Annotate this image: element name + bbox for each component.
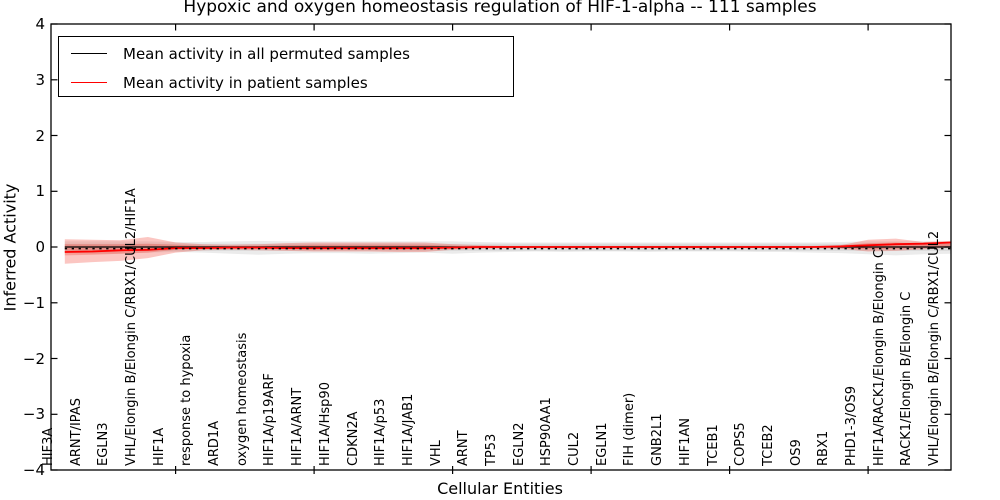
category-label: TCEB1 [706, 424, 721, 466]
category-label: RACK1/Elongin B/Elongin C [899, 291, 914, 466]
y-tick-label: −3 [22, 405, 45, 423]
category-label: FIH (dimer) [622, 392, 637, 466]
category-label: HIF1A/ARNT [290, 387, 305, 466]
category-label: HIF1AN [678, 418, 693, 466]
y-tick-label: 3 [35, 71, 45, 89]
category-label: VHL/Elongin B/Elongin C/RBX1/CUL2/HIF1A [124, 188, 139, 466]
category-label: OS9 [789, 439, 804, 466]
chart-title: Hypoxic and oxygen homeostasis regulatio… [183, 0, 817, 17]
category-label: VHL [429, 440, 444, 466]
category-label: EGLN2 [512, 422, 527, 466]
band-patient-range-inner [64, 242, 952, 256]
band-patient-range-outer [64, 237, 952, 264]
category-label: EGLN3 [96, 422, 111, 466]
category-label: oxygen homeostasis [235, 332, 250, 466]
category-label: ARNT [456, 430, 471, 466]
category-label: ARNT/IPAS [69, 398, 84, 466]
y-tick-label: 4 [35, 15, 45, 33]
y-tick-label: 1 [35, 182, 45, 200]
category-label: HIF1A/p53 [373, 398, 388, 466]
legend-line-permuted [71, 53, 107, 54]
category-label: CDKN2A [346, 411, 361, 466]
legend-label-patient: Mean activity in patient samples [123, 74, 368, 92]
legend-line-patient [71, 82, 107, 83]
category-label: PHD1-3/OS9 [844, 386, 859, 466]
y-tick-label: 2 [35, 127, 45, 145]
category-label: HIF3A [41, 427, 56, 466]
category-label: HIF1A [152, 427, 167, 466]
category-label: TCEB2 [761, 424, 776, 466]
patient-mean-line [64, 241, 952, 253]
y-tick-label: −1 [22, 294, 45, 312]
category-label: CUL2 [567, 431, 582, 466]
y-tick-label: −2 [22, 350, 45, 368]
category-label: EGLN1 [595, 422, 610, 466]
category-label: COPS5 [733, 422, 748, 466]
legend-label-permuted: Mean activity in all permuted samples [123, 45, 410, 63]
category-label: GNB2L1 [650, 413, 665, 466]
x-axis-label: Cellular Entities [437, 479, 563, 498]
category-label: HIF1A/p19ARF [262, 373, 277, 466]
category-label: HSP90AA1 [539, 397, 554, 466]
category-label: VHL/Elongin B/Elongin C/RBX1/CUL2 [927, 230, 942, 466]
category-label: RBX1 [816, 430, 831, 466]
category-label: response to hypoxia [179, 334, 194, 466]
category-label: ARD1A [207, 420, 222, 466]
y-tick-label: 0 [35, 238, 45, 256]
y-tick-label: −4 [22, 461, 45, 479]
category-label: HIF1A/Hsp90 [318, 382, 333, 466]
category-label: TP53 [484, 433, 499, 466]
legend: Mean activity in all permuted samples Me… [58, 36, 514, 97]
category-label: HIF1A/JAB1 [401, 393, 416, 466]
category-label: HIF1A/RACK1/Elongin B/Elongin C [872, 249, 887, 466]
